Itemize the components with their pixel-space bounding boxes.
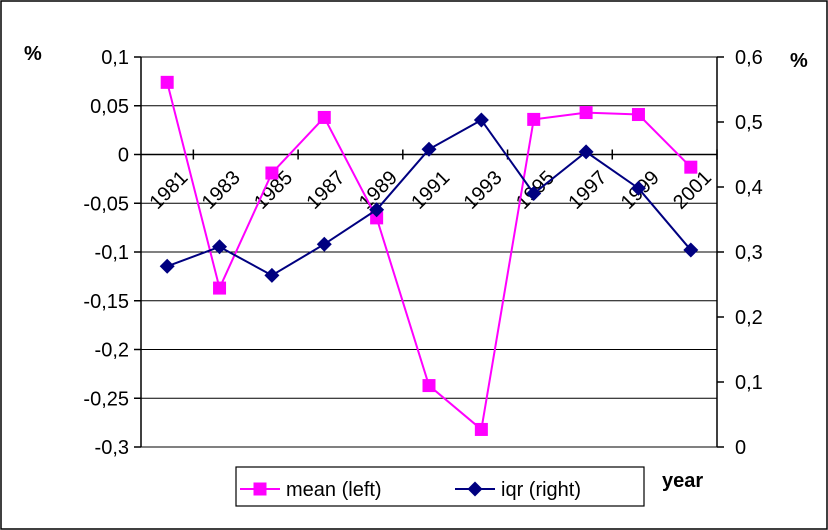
right-tick-label: 0,6: [735, 47, 763, 69]
right-tick-label: 0,1: [735, 372, 763, 394]
left-tick-label: -0,3: [95, 437, 129, 459]
data-point: [369, 202, 385, 218]
data-point: [317, 110, 331, 124]
left-tick-label: -0,25: [83, 388, 129, 410]
right-tick-label: 0: [735, 437, 746, 459]
series-mean: [160, 75, 698, 436]
data-point: [159, 258, 175, 274]
legend-swatch-marker: [467, 481, 483, 497]
left-tick-label: -0,05: [83, 193, 129, 215]
left-tick-label: 0: [118, 145, 129, 167]
legend-label: mean (left): [286, 479, 382, 501]
left-tick-label: -0,1: [95, 242, 129, 264]
left-axis-ticks: 0,1 0,05 0 -0,05 -0,1 -0,15 -0,2 -0,25 -0,3: [83, 47, 141, 459]
right-tick-label: 0,4: [735, 177, 763, 199]
data-point: [421, 141, 437, 157]
right-unit-label: %: [790, 50, 808, 72]
data-point: [473, 112, 489, 128]
x-axis-title: year: [662, 470, 703, 492]
legend-entry: mean (left): [240, 479, 382, 501]
data-point: [630, 180, 646, 196]
right-tick-label: 0,3: [735, 242, 763, 264]
left-tick-label: 0,1: [101, 47, 129, 69]
left-unit-label: %: [24, 43, 42, 65]
gridlines: [141, 56, 717, 448]
data-point: [631, 108, 645, 122]
data-point: [684, 160, 698, 174]
right-tick-label: 0,5: [735, 112, 763, 134]
left-tick-label: -0,2: [95, 340, 129, 362]
data-point: [579, 106, 593, 120]
legend-label: iqr (right): [501, 479, 581, 501]
data-point: [213, 281, 227, 295]
data-point: [316, 236, 332, 252]
legend: mean (left) iqr (right): [240, 479, 581, 501]
left-tick-label: 0,05: [90, 96, 129, 118]
legend-box: [235, 466, 645, 507]
right-tick-label: 0,2: [735, 307, 763, 329]
data-point: [264, 267, 280, 283]
data-point: [527, 112, 541, 126]
data-point: [160, 75, 174, 89]
right-axis-ticks: 0,6 0,5 0,4 0,3 0,2 0,1 0: [717, 47, 763, 459]
series: [159, 75, 699, 436]
data-point: [422, 379, 436, 393]
data-point: [212, 239, 228, 255]
data-point: [683, 242, 699, 258]
series-iqr: [159, 112, 699, 283]
data-point: [578, 144, 594, 160]
data-point: [265, 166, 279, 180]
left-tick-label: -0,15: [83, 291, 129, 313]
legend-entry: iqr (right): [455, 479, 581, 501]
data-point: [474, 422, 488, 436]
data-point: [370, 211, 384, 225]
legend-swatch-marker: [253, 482, 267, 496]
data-point: [526, 186, 542, 201]
